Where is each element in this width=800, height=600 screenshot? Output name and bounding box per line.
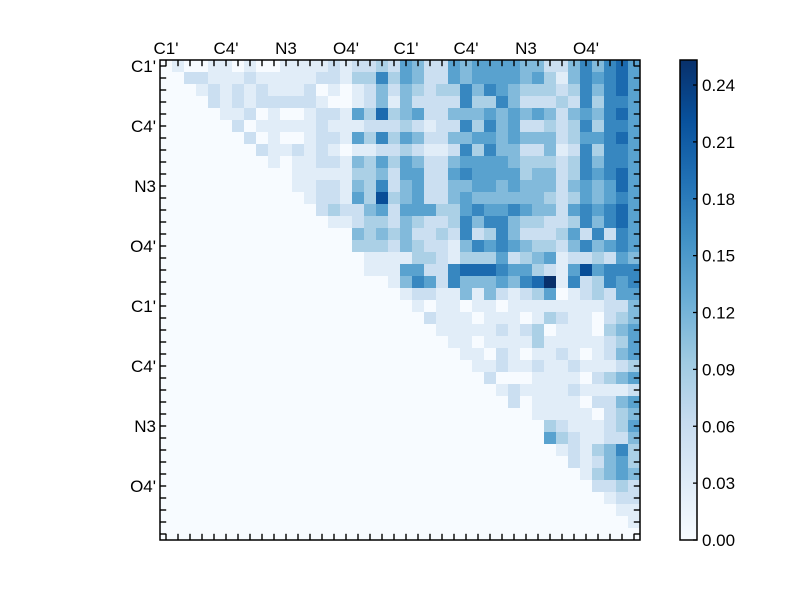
svg-text:0.18: 0.18 <box>702 190 735 209</box>
svg-text:C1': C1' <box>131 57 156 76</box>
svg-text:O4': O4' <box>130 237 156 256</box>
svg-text:0.24: 0.24 <box>702 76 735 95</box>
svg-text:O4': O4' <box>573 39 599 58</box>
svg-text:0.03: 0.03 <box>702 474 735 493</box>
svg-text:N3: N3 <box>134 417 156 436</box>
svg-text:0.00: 0.00 <box>702 531 735 550</box>
svg-text:0.06: 0.06 <box>702 417 735 436</box>
svg-text:0.21: 0.21 <box>702 133 735 152</box>
svg-text:C1': C1' <box>394 39 419 58</box>
svg-text:C4': C4' <box>214 39 239 58</box>
svg-text:C1': C1' <box>154 39 179 58</box>
svg-text:O4': O4' <box>333 39 359 58</box>
svg-text:0.09: 0.09 <box>702 360 735 379</box>
svg-text:N3: N3 <box>134 177 156 196</box>
svg-text:0.12: 0.12 <box>702 304 735 323</box>
svg-text:C4': C4' <box>454 39 479 58</box>
svg-text:C1': C1' <box>131 297 156 316</box>
svg-text:N3: N3 <box>275 39 297 58</box>
svg-text:0.15: 0.15 <box>702 247 735 266</box>
svg-text:O4': O4' <box>130 477 156 496</box>
svg-text:C4': C4' <box>131 357 156 376</box>
svg-text:C4': C4' <box>131 117 156 136</box>
svg-text:N3: N3 <box>515 39 537 58</box>
